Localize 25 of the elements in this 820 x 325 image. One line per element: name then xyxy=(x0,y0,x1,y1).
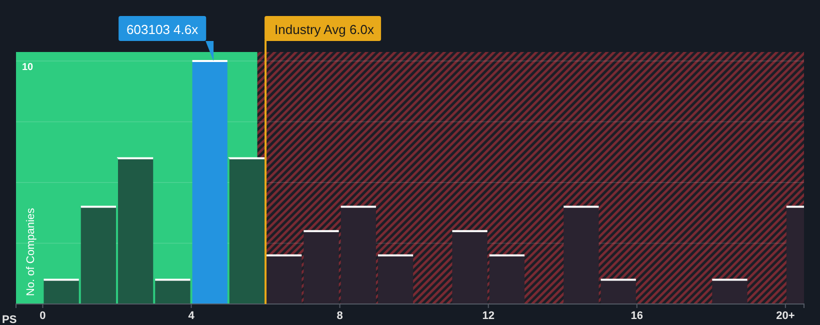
x-tick-label: 20+ xyxy=(776,310,795,322)
bar xyxy=(488,254,526,305)
bar xyxy=(340,206,377,305)
bar xyxy=(80,206,118,305)
bar xyxy=(376,254,414,305)
x-tick-label: 16 xyxy=(630,310,644,322)
bar xyxy=(266,254,303,305)
x-tick-label: 0 xyxy=(40,310,46,322)
bar xyxy=(451,230,488,305)
x-tick-label: 12 xyxy=(482,310,494,322)
annotation: 603103 4.6x xyxy=(126,22,199,37)
bar xyxy=(154,278,192,305)
annotation: 10 xyxy=(22,62,34,73)
bar xyxy=(42,278,80,305)
bar xyxy=(711,278,748,305)
x-tick-label: 4 xyxy=(188,310,196,322)
bar xyxy=(302,230,340,305)
bar xyxy=(117,157,154,305)
callout-pointer: 603103 4.6x xyxy=(118,16,214,61)
ref-line-label: Industry Avg 6.0x xyxy=(274,22,375,37)
bar xyxy=(600,278,637,305)
x-tick-label: 8 xyxy=(336,310,343,322)
y-axis-title: No. of Companies xyxy=(25,207,37,296)
x-axis-title: PS xyxy=(2,314,17,325)
bar xyxy=(562,206,600,305)
